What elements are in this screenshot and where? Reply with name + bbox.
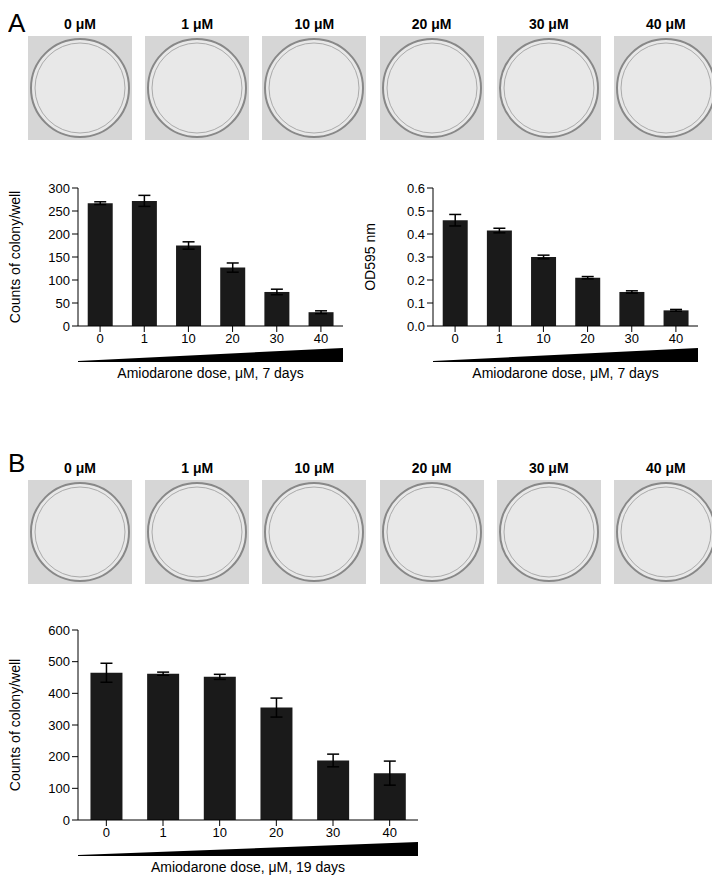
- svg-text:0: 0: [451, 331, 458, 346]
- svg-text:30: 30: [625, 331, 639, 346]
- svg-text:0.1: 0.1: [407, 296, 425, 311]
- svg-text:Counts of colony/well: Counts of colony/well: [8, 659, 23, 791]
- svg-text:1: 1: [159, 825, 166, 840]
- svg-text:40: 40: [314, 331, 328, 346]
- html-text:Amiodarone dose, μM, 19 days: Amiodarone dose, μM, 19 days: [151, 859, 345, 875]
- html-text:1 μM: 1 μM: [181, 460, 214, 476]
- svg-text:40: 40: [669, 331, 683, 346]
- svg-text:250: 250: [48, 204, 70, 219]
- html-text:30 μM: 30 μM: [528, 16, 569, 32]
- svg-text:400: 400: [48, 686, 70, 701]
- svg-text:OD595 nm: OD595 nm: [363, 223, 378, 291]
- svg-text:10: 10: [181, 331, 195, 346]
- svg-text:0.2: 0.2: [407, 273, 425, 288]
- svg-text:20: 20: [580, 331, 594, 346]
- svg-text:20: 20: [225, 331, 239, 346]
- svg-text:100: 100: [48, 781, 70, 796]
- html-text:A: A: [8, 8, 26, 38]
- html-text:20 μM: 20 μM: [411, 16, 452, 32]
- svg-text:50: 50: [56, 296, 70, 311]
- html-text:40 μM: 40 μM: [646, 16, 686, 32]
- svg-text:200: 200: [48, 227, 70, 242]
- svg-text:300: 300: [48, 718, 70, 733]
- svg-text:600: 600: [48, 623, 70, 638]
- svg-text:Counts of colony/well: Counts of colony/well: [8, 191, 23, 323]
- svg-text:0: 0: [96, 331, 103, 346]
- svg-text:150: 150: [48, 250, 70, 265]
- svg-text:200: 200: [48, 749, 70, 764]
- svg-text:20: 20: [269, 825, 283, 840]
- svg-text:0: 0: [103, 825, 110, 840]
- html-text:40 μM: 40 μM: [646, 460, 686, 476]
- svg-text:0: 0: [63, 319, 70, 334]
- html-text:0 μM: 0 μM: [64, 16, 96, 32]
- svg-text:0.0: 0.0: [407, 319, 425, 334]
- svg-text:300: 300: [48, 181, 70, 196]
- svg-text:0.3: 0.3: [407, 250, 425, 265]
- svg-text:10: 10: [536, 331, 550, 346]
- html-text:0 μM: 0 μM: [64, 460, 96, 476]
- html-text:1 μM: 1 μM: [181, 16, 214, 32]
- svg-text:0.4: 0.4: [407, 227, 425, 242]
- svg-text:30: 30: [326, 825, 340, 840]
- html-text:B: B: [8, 448, 26, 478]
- html-text:Amiodarone dose, μM, 7 days: Amiodarone dose, μM, 7 days: [117, 365, 304, 381]
- html-text:30 μM: 30 μM: [528, 460, 569, 476]
- svg-text:0: 0: [63, 813, 70, 828]
- html-text:10 μM: 10 μM: [294, 460, 335, 476]
- html-text:Amiodarone dose, μM, 7 days: Amiodarone dose, μM, 7 days: [472, 365, 659, 381]
- svg-text:40: 40: [382, 825, 396, 840]
- svg-text:100: 100: [48, 273, 70, 288]
- svg-text:10: 10: [212, 825, 226, 840]
- html-text:10 μM: 10 μM: [294, 16, 335, 32]
- svg-text:0.5: 0.5: [407, 204, 425, 219]
- svg-text:1: 1: [141, 331, 148, 346]
- svg-text:1: 1: [496, 331, 503, 346]
- svg-text:30: 30: [270, 331, 284, 346]
- html-text:20 μM: 20 μM: [411, 460, 452, 476]
- svg-text:500: 500: [48, 654, 70, 669]
- svg-text:0.6: 0.6: [407, 181, 425, 196]
